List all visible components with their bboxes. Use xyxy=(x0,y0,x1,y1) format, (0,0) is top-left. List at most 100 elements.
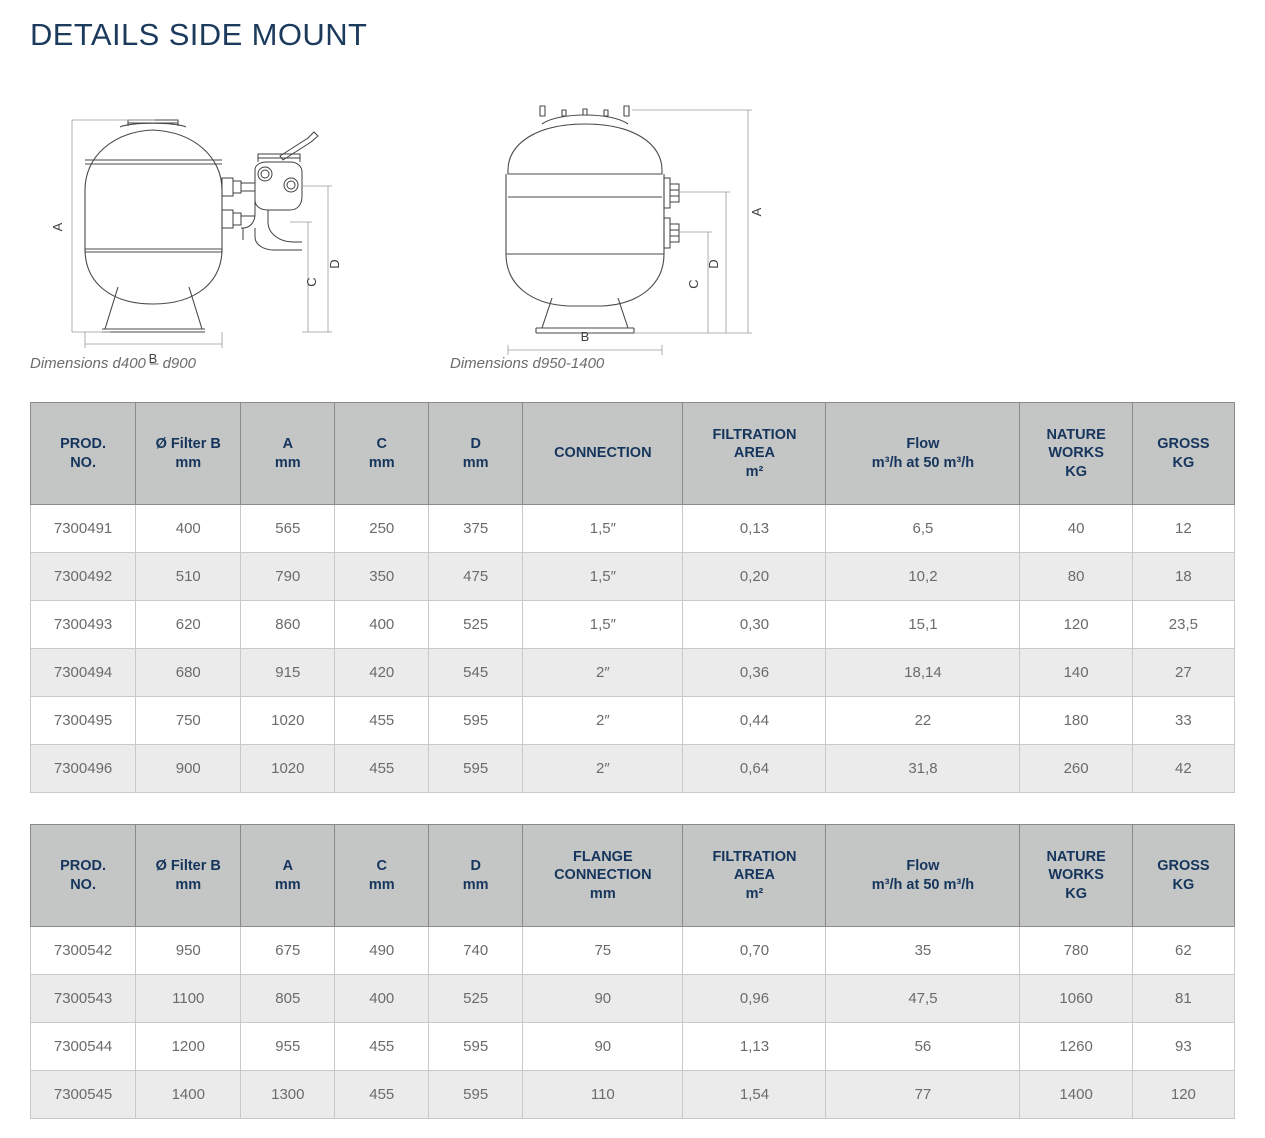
col-header-line: NATURE xyxy=(1046,848,1106,865)
table-body: 7300542 950 675 490 740 75 0,70 35 780 62 7300543 1… xyxy=(29,926,1236,1119)
dim-label-a: A xyxy=(749,207,764,216)
table-cell: 510 xyxy=(135,552,242,601)
col-header-line: KG xyxy=(1065,885,1087,902)
table-cell: 7300495 xyxy=(29,696,137,745)
table-cell: 7300544 xyxy=(29,1022,137,1071)
table-cell: 77 xyxy=(825,1070,1021,1119)
col-header-line: AREA xyxy=(733,445,775,462)
table-cell: 420 xyxy=(334,648,430,697)
table-cell: 400 xyxy=(334,974,430,1023)
table-cell: 12 xyxy=(1131,504,1236,553)
col-header-line: m³/h at 50 m³/h xyxy=(871,454,975,471)
dim-label-d: D xyxy=(327,259,342,268)
col-header-line: FLANGE xyxy=(573,848,633,865)
table-cell: 1100 xyxy=(135,974,242,1023)
table-cell: 0,30 xyxy=(682,600,827,649)
table-cell: 260 xyxy=(1019,744,1133,793)
dim-label-b: B xyxy=(149,351,158,366)
table-cell: 75 xyxy=(522,926,684,975)
table-cell: 140 xyxy=(1019,648,1133,697)
table-cell: 1020 xyxy=(240,696,336,745)
table-cell: 860 xyxy=(240,600,336,649)
table-cell: 620 xyxy=(135,600,242,649)
table-cell: 475 xyxy=(428,552,524,601)
col-header-line: mm xyxy=(175,454,202,471)
table-row: 7300544 1200 955 455 595 90 1,13 56 1260 93 xyxy=(29,1022,1236,1071)
col-header-line: Flow xyxy=(906,435,940,452)
table-row: 7300493 620 860 400 525 1,5″ 0,30 15,1 120 23,5 xyxy=(29,600,1236,649)
table-cell: 33 xyxy=(1131,696,1236,745)
col-header-line: mm xyxy=(175,876,202,893)
dim-label-d: D xyxy=(706,259,721,268)
table-cell: 900 xyxy=(135,744,242,793)
col-header-filter-diameter-b: Ø Filter B mm xyxy=(135,824,242,927)
table-cell: 27 xyxy=(1131,648,1236,697)
col-header-line: Ø Filter B xyxy=(155,857,221,874)
table-cell: 595 xyxy=(428,696,524,745)
table-cell: 1,54 xyxy=(682,1070,827,1119)
table-cell: 10,2 xyxy=(825,552,1021,601)
col-header-line: mm xyxy=(589,885,616,902)
table-cell: 545 xyxy=(428,648,524,697)
col-header-line: Ø Filter B xyxy=(155,435,221,452)
table-row: 7300491 400 565 250 375 1,5″ 0,13 6,5 40 12 xyxy=(29,504,1236,553)
col-header-gross: GROSS KG xyxy=(1131,402,1236,505)
table-cell: 0,20 xyxy=(682,552,827,601)
col-header-line: NATURE xyxy=(1046,426,1106,443)
table-cell: 180 xyxy=(1019,696,1133,745)
col-header-line: CONNECTION xyxy=(554,445,652,462)
table-cell: 7300493 xyxy=(29,600,137,649)
table-cell: 7300542 xyxy=(29,926,137,975)
figure-side-mount-d950-1400: A B C D xyxy=(480,82,780,382)
table-cell: 455 xyxy=(334,1022,430,1071)
col-header-line: A xyxy=(282,857,294,874)
table-cell: 1,5″ xyxy=(522,552,684,601)
table-cell: 565 xyxy=(240,504,336,553)
col-header-line: A xyxy=(282,435,294,452)
col-header-line: WORKS xyxy=(1048,445,1104,462)
table-cell: 675 xyxy=(240,926,336,975)
table-cell: 6,5 xyxy=(825,504,1021,553)
figures-container: A B C D xyxy=(30,82,1235,382)
table-cell: 525 xyxy=(428,974,524,1023)
table-cell: 790 xyxy=(240,552,336,601)
figure-caption-d950-1400: Dimensions d950-1400 xyxy=(450,355,605,372)
col-header-line: m² xyxy=(745,885,764,902)
table-cell: 120 xyxy=(1019,600,1133,649)
table-body: 7300491 400 565 250 375 1,5″ 0,13 6,5 40 12 730049… xyxy=(29,504,1236,793)
table-cell: 90 xyxy=(522,974,684,1023)
table-cell: 2″ xyxy=(522,744,684,793)
col-header-line: mm xyxy=(462,454,489,471)
table-cell: 0,70 xyxy=(682,926,827,975)
table-cell: 1400 xyxy=(135,1070,242,1119)
table-cell: 1020 xyxy=(240,744,336,793)
figure-caption-d400-d900: Dimensions d400 – d900 xyxy=(30,355,196,372)
table-cell: 350 xyxy=(334,552,430,601)
col-header-nature-works: NATURE WORKS KG xyxy=(1019,402,1133,505)
col-header-line: C xyxy=(376,435,387,452)
table-cell: 950 xyxy=(135,926,242,975)
table-cell: 23,5 xyxy=(1131,600,1236,649)
col-header-line: WORKS xyxy=(1048,867,1104,884)
table-cell: 250 xyxy=(334,504,430,553)
table-cell: 1300 xyxy=(240,1070,336,1119)
col-header-prod-no: PROD. NO. xyxy=(29,824,137,927)
table-cell: 915 xyxy=(240,648,336,697)
dim-label-c: C xyxy=(686,279,701,288)
table-cell: 1060 xyxy=(1019,974,1133,1023)
table-cell: 7300491 xyxy=(29,504,137,553)
col-header-line: FILTRATION xyxy=(712,848,797,865)
table-cell: 0,44 xyxy=(682,696,827,745)
table-row: 7300492 510 790 350 475 1,5″ 0,20 10,2 80 18 xyxy=(29,552,1236,601)
table-cell: 1400 xyxy=(1019,1070,1133,1119)
table-cell: 120 xyxy=(1131,1070,1236,1119)
col-header-gross: GROSS KG xyxy=(1131,824,1236,927)
table-cell: 40 xyxy=(1019,504,1133,553)
col-header-line: D xyxy=(470,857,481,874)
